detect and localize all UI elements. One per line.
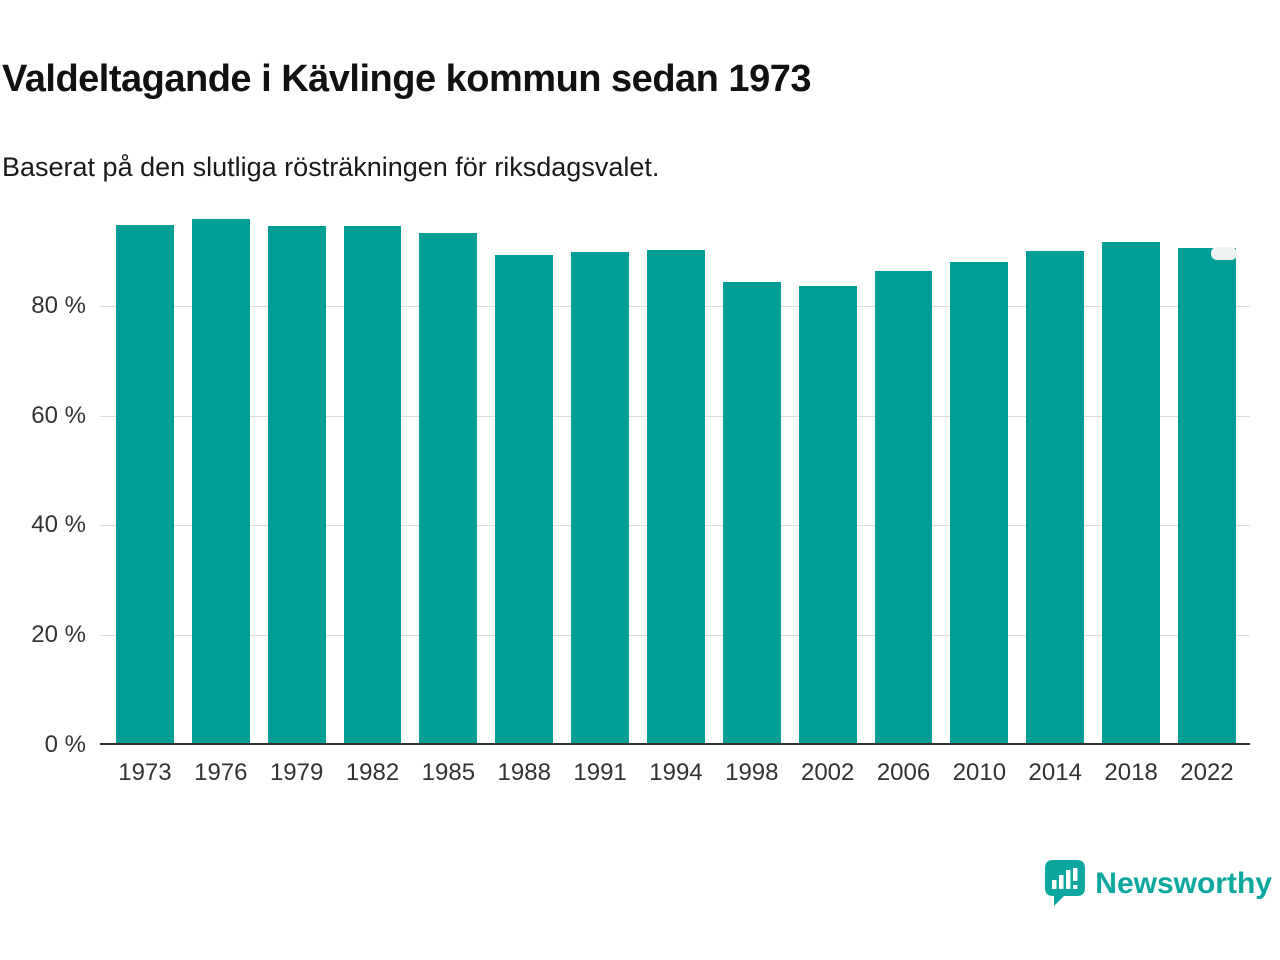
plot-area: [100, 196, 1250, 745]
y-tick-label-60: 60 %: [31, 401, 86, 429]
bar-2002[interactable]: [798, 285, 857, 743]
bar-1976[interactable]: [191, 219, 250, 743]
bar-2022[interactable]: [1178, 248, 1236, 743]
x-tick-label-2002: 2002: [800, 759, 855, 786]
x-tick-label-2010: 2010: [952, 759, 1007, 786]
bar-2010[interactable]: [950, 261, 1009, 743]
bar-1988[interactable]: [495, 254, 554, 743]
x-tick-label-2014: 2014: [1028, 759, 1082, 786]
x-tick-label-1994: 1994: [649, 759, 703, 786]
x-tick-label-1982: 1982: [345, 759, 400, 786]
newsworthy-logo-text: Newsworthy: [1095, 866, 1272, 900]
bar-2006[interactable]: [874, 270, 933, 743]
tooltip-handle: [1211, 247, 1237, 260]
y-tick-label-40: 40 %: [31, 511, 86, 539]
x-tick-label-2022: 2022: [1180, 759, 1234, 786]
x-axis-labels: 1973 1976 1979 1982 1985 1988 1991 1994 1998 2002…: [100, 759, 1250, 787]
newsworthy-logo-icon: [1045, 860, 1086, 907]
bars-container: [100, 196, 1250, 743]
bar-1979[interactable]: [267, 226, 326, 743]
chart-title: Valdeltagande i Kävlinge kommun sedan 19…: [2, 58, 811, 100]
bar-1994[interactable]: [647, 250, 705, 743]
y-tick-label-80: 80 %: [31, 291, 86, 319]
newsworthy-logo-link[interactable]: Newsworthy: [1045, 860, 1272, 907]
bar-1991[interactable]: [571, 252, 630, 743]
bar-1985[interactable]: [419, 232, 478, 743]
bar-1998[interactable]: [722, 281, 781, 743]
x-tick-label-1979: 1979: [269, 759, 324, 786]
x-tick-label-1998: 1998: [725, 759, 779, 786]
x-tick-label-1991: 1991: [573, 759, 627, 786]
x-tick-label-2006: 2006: [876, 759, 931, 786]
bar-1982[interactable]: [343, 225, 402, 743]
bar-2018[interactable]: [1102, 242, 1161, 743]
y-tick-label-20: 20 %: [31, 621, 86, 649]
x-tick-label-1976: 1976: [194, 759, 248, 786]
y-tick-label-0: 0 %: [44, 731, 86, 758]
x-tick-label-1985: 1985: [421, 759, 476, 786]
x-tick-label-1973: 1973: [118, 759, 172, 786]
bar-1973[interactable]: [116, 224, 174, 743]
x-tick-label-2018: 2018: [1104, 759, 1158, 786]
bar-2014[interactable]: [1026, 251, 1085, 743]
chart-subtitle: Baserat på den slutliga rösträkningen fö…: [2, 152, 660, 182]
x-tick-label-1988: 1988: [497, 759, 551, 786]
